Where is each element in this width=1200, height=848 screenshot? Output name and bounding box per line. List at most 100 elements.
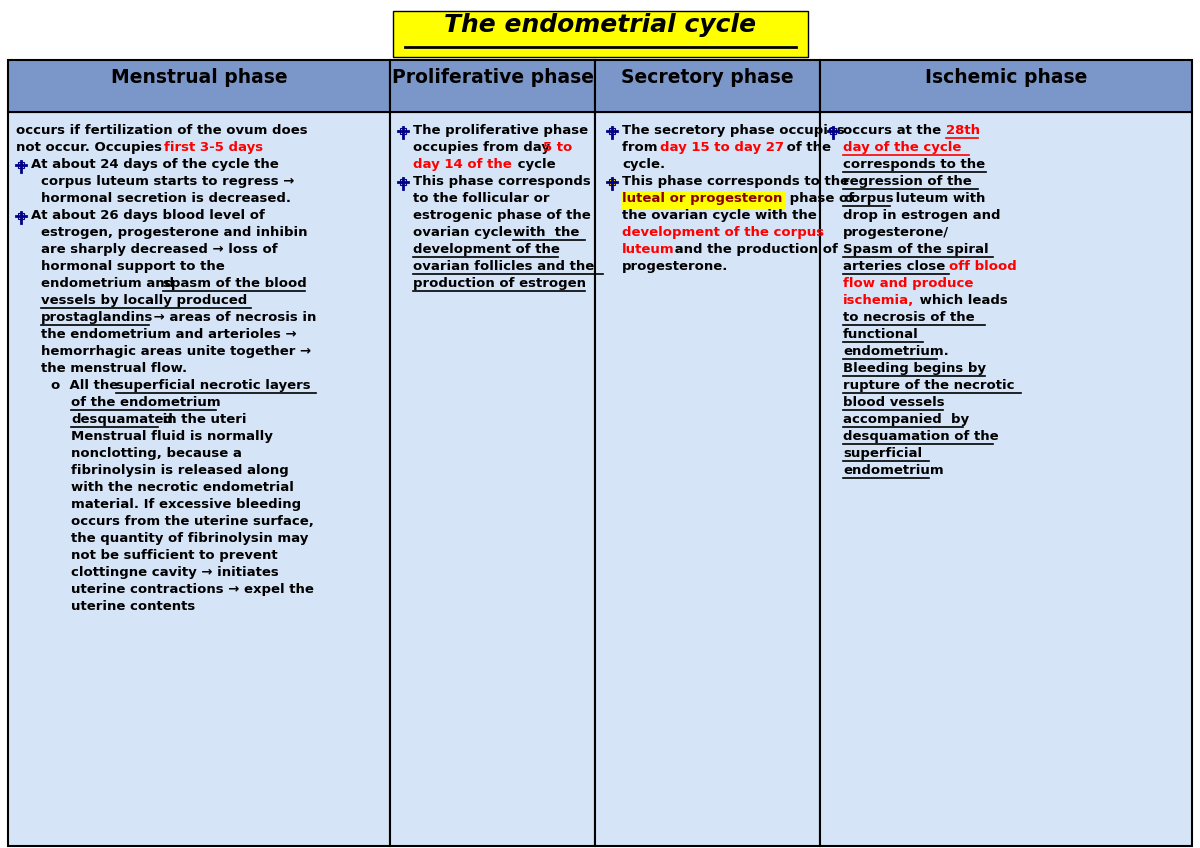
- Text: This phase corresponds: This phase corresponds: [413, 175, 590, 188]
- Text: The secretory phase occupies: The secretory phase occupies: [622, 124, 845, 137]
- Text: The proliferative phase: The proliferative phase: [413, 124, 588, 137]
- Text: superficial necrotic layers: superficial necrotic layers: [116, 379, 311, 392]
- Text: rupture of the necrotic: rupture of the necrotic: [842, 379, 1014, 392]
- Text: o  All the: o All the: [50, 379, 122, 392]
- Text: the quantity of fibrinolysin may: the quantity of fibrinolysin may: [71, 532, 308, 545]
- Text: occurs if fertilization of the ovum does: occurs if fertilization of the ovum does: [16, 124, 307, 137]
- Text: to the follicular or: to the follicular or: [413, 192, 550, 205]
- Text: hemorrhagic areas unite together →: hemorrhagic areas unite together →: [41, 345, 311, 358]
- Text: blood vessels: blood vessels: [842, 396, 944, 409]
- Text: desquamated: desquamated: [71, 413, 173, 426]
- Text: cycle: cycle: [514, 158, 556, 171]
- Text: occurs from the uterine surface,: occurs from the uterine surface,: [71, 515, 314, 528]
- Bar: [18, 213, 24, 219]
- Bar: [390, 112, 595, 846]
- Text: Proliferative phase: Proliferative phase: [391, 68, 594, 87]
- Text: desquamation of the: desquamation of the: [842, 430, 998, 443]
- Text: occurs at the: occurs at the: [842, 124, 946, 137]
- Text: corresponds to the: corresponds to the: [842, 158, 985, 171]
- Text: Menstrual fluid is normally: Menstrual fluid is normally: [71, 430, 272, 443]
- Text: endometrium and: endometrium and: [41, 277, 179, 290]
- Text: corpus luteum starts to regress →: corpus luteum starts to regress →: [41, 175, 294, 188]
- Text: from: from: [622, 141, 662, 154]
- Bar: [820, 60, 1192, 112]
- Text: The endometrial cycle: The endometrial cycle: [444, 13, 756, 37]
- Text: superficial: superficial: [842, 447, 922, 460]
- Text: At about 26 days blood level of: At about 26 days blood level of: [31, 209, 265, 222]
- Bar: [595, 112, 820, 846]
- Text: 28th: 28th: [946, 124, 980, 137]
- Bar: [18, 162, 24, 168]
- Text: day of the cycle: day of the cycle: [842, 141, 961, 154]
- Text: which leads: which leads: [916, 294, 1008, 307]
- Text: nonclotting, because a: nonclotting, because a: [71, 447, 242, 460]
- Text: hormonal secretion is decreased.: hormonal secretion is decreased.: [41, 192, 292, 205]
- Bar: [8, 60, 390, 112]
- Bar: [400, 179, 406, 185]
- Text: and the production of: and the production of: [670, 243, 838, 256]
- Text: estrogen, progesterone and inhibin: estrogen, progesterone and inhibin: [41, 226, 307, 239]
- Text: development of the: development of the: [413, 243, 560, 256]
- Text: occupies from day: occupies from day: [413, 141, 554, 154]
- Text: Ischemic phase: Ischemic phase: [925, 68, 1087, 87]
- Text: hormonal support to the: hormonal support to the: [41, 260, 224, 273]
- Text: cycle.: cycle.: [622, 158, 665, 171]
- Text: vessels by locally produced: vessels by locally produced: [41, 294, 247, 307]
- Text: uterine contractions → expel the: uterine contractions → expel the: [71, 583, 314, 596]
- Text: → areas of necrosis in: → areas of necrosis in: [149, 311, 317, 324]
- Bar: [595, 60, 820, 112]
- Text: production of estrogen: production of estrogen: [413, 277, 586, 290]
- Text: day 15 to day 27: day 15 to day 27: [660, 141, 784, 154]
- Text: Menstrual phase: Menstrual phase: [110, 68, 287, 87]
- Text: of the: of the: [782, 141, 830, 154]
- Text: This phase corresponds to the: This phase corresponds to the: [622, 175, 850, 188]
- Text: off blood: off blood: [949, 260, 1016, 273]
- Text: Spasm of the spiral: Spasm of the spiral: [842, 243, 989, 256]
- Text: the endometrium and arterioles →: the endometrium and arterioles →: [41, 328, 296, 341]
- Text: of the endometrium: of the endometrium: [71, 396, 221, 409]
- Text: luteal or progesteron: luteal or progesteron: [622, 192, 782, 205]
- Text: accompanied  by: accompanied by: [842, 413, 970, 426]
- Text: arteries close: arteries close: [842, 260, 950, 273]
- Text: with  the: with the: [514, 226, 580, 239]
- Text: not occur. Occupies: not occur. Occupies: [16, 141, 167, 154]
- Text: in the uteri: in the uteri: [158, 413, 246, 426]
- Text: uterine contents: uterine contents: [71, 600, 196, 613]
- Text: spasm of the blood: spasm of the blood: [163, 277, 307, 290]
- Text: regression of the: regression of the: [842, 175, 972, 188]
- Text: ischemia,: ischemia,: [842, 294, 914, 307]
- Text: not be sufficient to prevent: not be sufficient to prevent: [71, 549, 277, 562]
- Text: endometrium: endometrium: [842, 464, 943, 477]
- Text: progesterone/: progesterone/: [842, 226, 949, 239]
- Text: fibrinolysin is released along: fibrinolysin is released along: [71, 464, 289, 477]
- Text: to necrosis of the: to necrosis of the: [842, 311, 974, 324]
- Text: 5 to: 5 to: [542, 141, 572, 154]
- Bar: [622, 191, 785, 209]
- Text: material. If excessive bleeding: material. If excessive bleeding: [71, 498, 301, 511]
- Text: progesterone.: progesterone.: [622, 260, 728, 273]
- Text: phase of: phase of: [785, 192, 854, 205]
- Bar: [610, 128, 616, 134]
- Text: ovarian cycle: ovarian cycle: [413, 226, 517, 239]
- Text: corpus: corpus: [842, 192, 894, 205]
- Text: with the necrotic endometrial: with the necrotic endometrial: [71, 481, 294, 494]
- Text: ovarian follicles and the: ovarian follicles and the: [413, 260, 594, 273]
- Text: drop in estrogen and: drop in estrogen and: [842, 209, 1001, 222]
- Bar: [390, 60, 595, 112]
- Text: At about 24 days of the cycle the: At about 24 days of the cycle the: [31, 158, 278, 171]
- Bar: [610, 179, 616, 185]
- Bar: [400, 128, 406, 134]
- Text: the ovarian cycle with the: the ovarian cycle with the: [622, 209, 817, 222]
- Text: luteum with: luteum with: [890, 192, 985, 205]
- Text: the menstrual flow.: the menstrual flow.: [41, 362, 187, 375]
- Bar: [830, 128, 836, 134]
- Bar: [394, 11, 808, 57]
- Text: day 14 of the: day 14 of the: [413, 158, 511, 171]
- Text: luteum: luteum: [622, 243, 674, 256]
- Bar: [8, 112, 390, 846]
- Text: functional: functional: [842, 328, 919, 341]
- Text: prostaglandins: prostaglandins: [41, 311, 154, 324]
- Text: Bleeding begins by: Bleeding begins by: [842, 362, 986, 375]
- Text: first 3-5 days: first 3-5 days: [164, 141, 263, 154]
- Text: clottingne cavity → initiates: clottingne cavity → initiates: [71, 566, 278, 579]
